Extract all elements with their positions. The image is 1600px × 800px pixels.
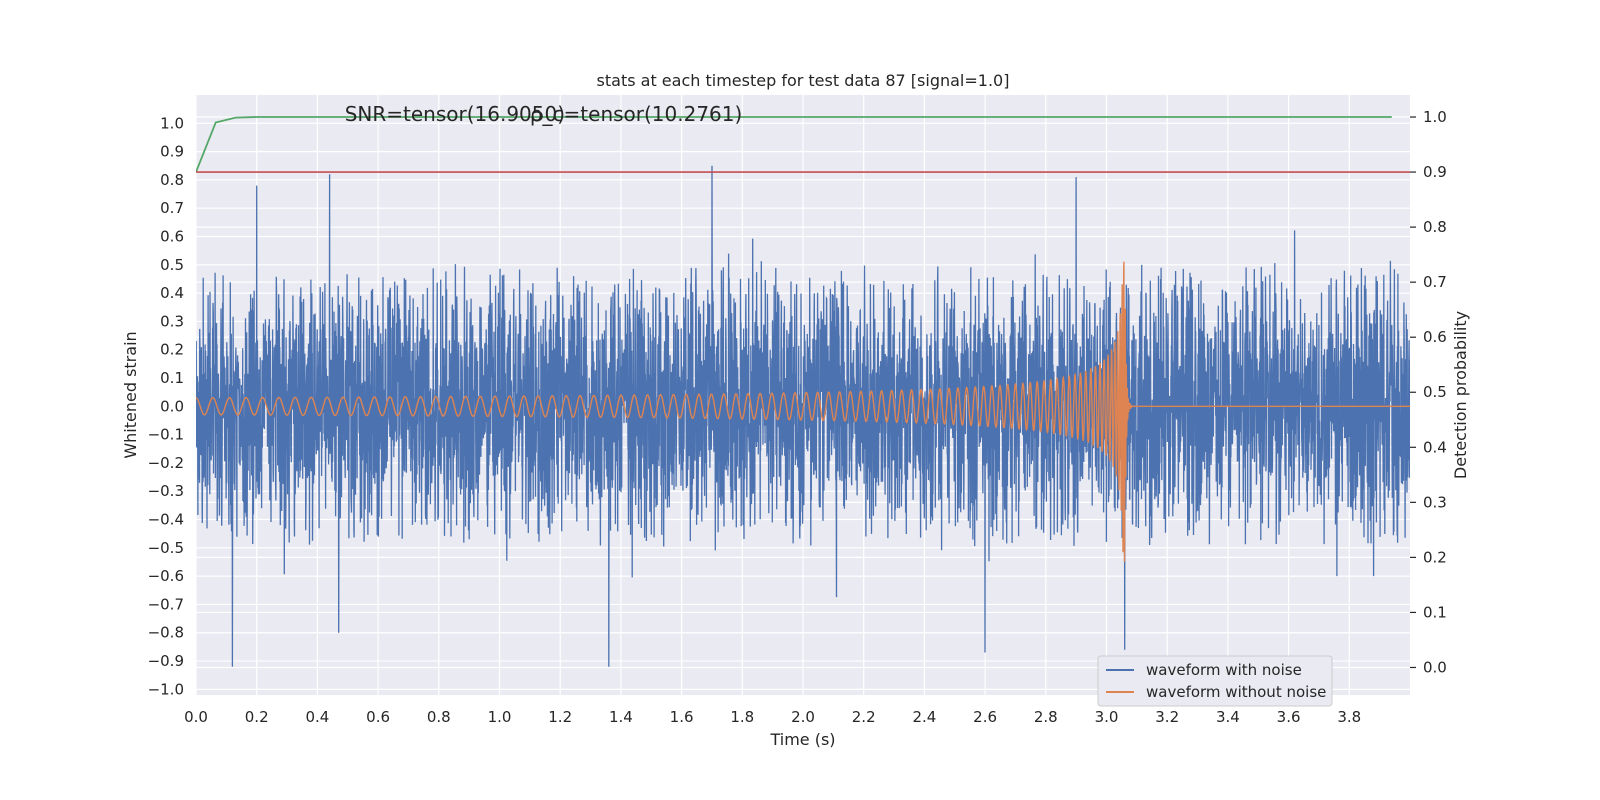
x-tick-label: 2.2 — [852, 708, 876, 726]
x-tick-label: 2.6 — [973, 708, 997, 726]
series-waveform-with-noise — [196, 165, 1410, 667]
y2-tick-label: 0.3 — [1423, 493, 1447, 511]
y-tick-label: −1.0 — [148, 680, 184, 698]
y-tick-label: −0.8 — [148, 624, 184, 642]
rho-annotation: ρ_c=tensor(10.2761) — [530, 102, 742, 126]
y-tick-label: 0.9 — [160, 143, 184, 161]
x-tick-label: 0.8 — [427, 708, 451, 726]
x-tick-label: 1.4 — [609, 708, 633, 726]
x-tick-label: 0.2 — [245, 708, 269, 726]
x-tick-label: 0.0 — [184, 708, 208, 726]
y2-tick-label: 0.9 — [1423, 163, 1447, 181]
x-tick-label: 3.2 — [1155, 708, 1179, 726]
y-tick-label: −0.7 — [148, 595, 184, 613]
y2-tick-label: 0.8 — [1423, 218, 1447, 236]
x-tick-label: 1.0 — [488, 708, 512, 726]
x-tick-label: 2.8 — [1034, 708, 1058, 726]
y-tick-label: −0.2 — [148, 454, 184, 472]
legend-label-clean: waveform without noise — [1146, 683, 1326, 701]
y2-tick-label: 0.6 — [1423, 328, 1447, 346]
snr-annotation: SNR=tensor(16.9050) — [345, 102, 565, 126]
y2-tick-label: 0.7 — [1423, 273, 1447, 291]
y-tick-label: 0.6 — [160, 228, 184, 246]
y-tick-label: −0.4 — [148, 511, 184, 529]
y-tick-label: 0.7 — [160, 199, 184, 217]
y2-tick-label: 0.2 — [1423, 548, 1447, 566]
y2-tick-label: 0.5 — [1423, 383, 1447, 401]
series-layer — [196, 116, 1410, 667]
y-tick-label: −0.5 — [148, 539, 184, 557]
legend: waveform with noise waveform without noi… — [1097, 655, 1333, 707]
y-tick-label: 0.3 — [160, 312, 184, 330]
y-tick-label: 0.1 — [160, 369, 184, 387]
x-tick-label: 3.0 — [1095, 708, 1119, 726]
y-axis-label: Whitened strain — [121, 331, 140, 458]
x-tick-label: 2.4 — [912, 708, 936, 726]
legend-label-noisy: waveform with noise — [1146, 661, 1302, 679]
x-tick-label: 1.6 — [670, 708, 694, 726]
y-tick-label: 1.0 — [160, 114, 184, 132]
y-axis-right: 1.0 0.9 0.8 0.7 0.6 0.5 0.4 0.3 0.2 0.1 0.0 — [1410, 108, 1447, 676]
y2-axis-label: Detection probability — [1451, 311, 1470, 479]
x-tick-label: 0.4 — [305, 708, 329, 726]
y-tick-label: 0.4 — [160, 284, 184, 302]
y-tick-label: −0.6 — [148, 567, 184, 585]
y2-tick-label: 0.0 — [1423, 658, 1447, 676]
chart-title: stats at each timestep for test data 87 … — [597, 71, 1010, 90]
x-tick-label: 2.0 — [791, 708, 815, 726]
y-tick-label: −0.9 — [148, 652, 184, 670]
y-tick-label: −0.1 — [148, 426, 184, 444]
x-axis: 0.0 0.2 0.4 0.6 0.8 1.0 1.2 1.4 1.6 1.8 2.0 2.2 2.4 2… — [184, 708, 1361, 726]
y-tick-label: 0.0 — [160, 397, 184, 415]
y2-tick-label: 0.1 — [1423, 603, 1447, 621]
series-detection-probability — [196, 116, 1392, 173]
x-tick-label: 3.6 — [1277, 708, 1301, 726]
x-tick-label: 0.6 — [366, 708, 390, 726]
x-axis-label: Time (s) — [769, 730, 835, 749]
y-tick-label: −0.3 — [148, 482, 184, 500]
legend-box — [1097, 655, 1333, 707]
x-tick-label: 3.8 — [1337, 708, 1361, 726]
y2-tick-label: 1.0 — [1423, 108, 1447, 126]
x-tick-label: 1.8 — [730, 708, 754, 726]
x-tick-label: 3.4 — [1216, 708, 1240, 726]
y-tick-label: 0.8 — [160, 171, 184, 189]
y-axis-left: 1.0 0.9 0.8 0.7 0.6 0.5 0.4 0.3 0.2 0.1 0.0 −0.1 −0.… — [148, 114, 184, 698]
y-tick-label: 0.2 — [160, 341, 184, 359]
x-tick-label: 1.2 — [548, 708, 572, 726]
y-tick-label: 0.5 — [160, 256, 184, 274]
series-waveform-without-noise — [196, 261, 1410, 562]
plot-area — [196, 116, 1410, 667]
y2-tick-label: 0.4 — [1423, 438, 1447, 456]
